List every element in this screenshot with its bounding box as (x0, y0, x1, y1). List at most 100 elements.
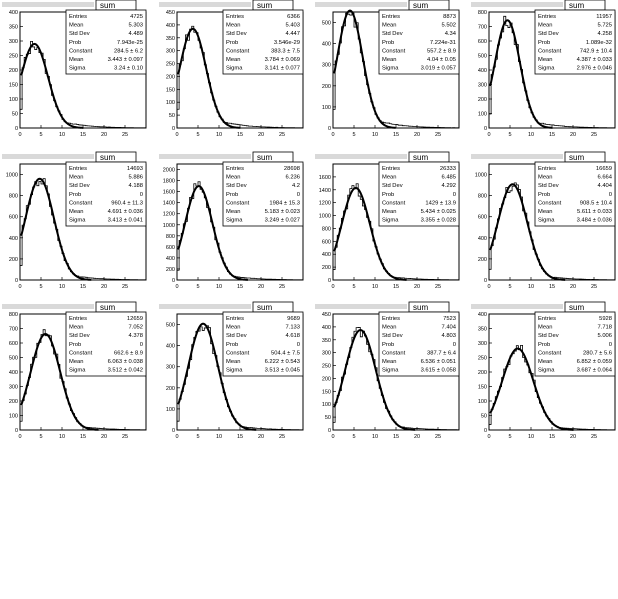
x-tick-label: 10 (216, 132, 222, 138)
x-tick-label: 20 (258, 434, 264, 440)
stat-value-constant: 504.4 ± 7.5 (271, 350, 300, 356)
x-tick-label: 0 (331, 284, 334, 290)
y-tick-label: 400 (166, 256, 175, 262)
x-tick-label: 25 (591, 434, 597, 440)
y-tick-label: 300 (166, 365, 175, 371)
stat-label-entries: Entries (226, 14, 244, 20)
stat-value-constant: 1429 ± 13.9 (425, 200, 456, 206)
stat-value-prob: 0 (297, 192, 300, 198)
stat-value-fit-mean: 6.063 ± 0.038 (108, 359, 143, 365)
gaussian-fit-curve (333, 9, 396, 129)
title-strip (2, 154, 94, 159)
hist-name: sum (413, 153, 428, 162)
y-tick-label: 150 (9, 83, 18, 89)
stat-value-mean: 7.052 (128, 325, 143, 331)
stat-label-sigma: Sigma (382, 218, 399, 224)
stat-label-fit-mean: Mean (538, 209, 553, 215)
stat-label-fit-mean: Mean (69, 209, 84, 215)
histogram-panel: sum 0 100 200 300 400 500 600 700 800 0 5 10 15 20 25 En… (471, 0, 616, 138)
gaussian-fit-curve (177, 322, 257, 431)
stat-value-constant: 742.9 ± 10.4 (580, 48, 613, 54)
y-tick-label: 100 (478, 112, 487, 118)
stat-value-sigma: 2.976 ± 0.046 (577, 66, 612, 72)
stat-label-fit-mean: Mean (382, 359, 397, 365)
stat-label-std-dev: Std Dev (69, 333, 90, 339)
stat-value-prob: 0 (453, 342, 456, 348)
stat-label-std-dev: Std Dev (226, 183, 247, 189)
y-tick-label: 0 (328, 428, 331, 434)
stat-value-entries: 16659 (596, 166, 612, 172)
stat-value-sigma: 3.484 ± 0.036 (577, 218, 612, 224)
x-tick-label: 25 (279, 132, 285, 138)
stats-box (222, 311, 304, 377)
stat-label-constant: Constant (538, 200, 562, 206)
y-tick-label: 0 (15, 126, 18, 132)
stat-value-fit-mean: 6.536 ± 0.051 (421, 359, 456, 365)
histogram-panel: sum 0 100 200 300 400 500 0 5 10 15 20 25 Entries 8873… (315, 0, 460, 138)
stat-label-sigma: Sigma (69, 368, 86, 374)
y-tick-label: 0 (172, 278, 175, 284)
y-tick-label: 0 (484, 278, 487, 284)
stat-label-constant: Constant (226, 200, 250, 206)
stat-label-std-dev: Std Dev (538, 31, 559, 37)
stat-label-std-dev: Std Dev (538, 183, 559, 189)
x-tick-label: 15 (237, 132, 243, 138)
stat-value-prob: 3.546e-29 (274, 40, 300, 46)
x-tick-label: 0 (331, 132, 334, 138)
x-tick-label: 0 (487, 132, 490, 138)
stat-value-sigma: 3.513 ± 0.045 (265, 368, 300, 374)
y-tick-label: 300 (9, 385, 18, 391)
y-tick-label: 300 (478, 341, 487, 347)
y-tick-label: 200 (9, 257, 18, 263)
y-tick-label: 800 (9, 194, 18, 200)
gaussian-fit-curve (20, 42, 84, 129)
x-tick-label: 5 (352, 284, 355, 290)
hist-name: sum (569, 303, 584, 312)
x-tick-label: 20 (414, 284, 420, 290)
y-tick-label: 0 (15, 278, 18, 284)
x-tick-label: 10 (372, 132, 378, 138)
stat-label-fit-mean: Mean (382, 57, 397, 63)
stat-value-std-dev: 4.803 (441, 333, 456, 339)
x-tick-label: 10 (216, 284, 222, 290)
stat-value-constant: 284.5 ± 6.2 (114, 48, 143, 54)
y-tick-label: 600 (9, 215, 18, 221)
x-tick-label: 25 (435, 132, 441, 138)
y-tick-label: 300 (166, 49, 175, 55)
title-strip (471, 304, 563, 309)
stat-label-sigma: Sigma (538, 66, 555, 72)
y-tick-label: 250 (478, 356, 487, 362)
x-tick-label: 10 (59, 284, 65, 290)
stat-value-sigma: 3.512 ± 0.042 (108, 368, 143, 374)
stat-label-entries: Entries (382, 166, 400, 172)
y-tick-label: 0 (484, 126, 487, 132)
x-tick-label: 25 (122, 132, 128, 138)
stat-label-std-dev: Std Dev (69, 183, 90, 189)
x-tick-label: 0 (487, 434, 490, 440)
stats-box (65, 9, 147, 75)
stat-label-prob: Prob (226, 342, 238, 348)
hist-name: sum (413, 1, 428, 10)
stat-label-fit-mean: Mean (226, 209, 241, 215)
x-tick-label: 20 (101, 132, 107, 138)
y-tick-label: 200 (322, 84, 331, 90)
x-tick-label: 0 (487, 284, 490, 290)
x-tick-label: 0 (331, 434, 334, 440)
title-strip (2, 304, 94, 309)
title-strip (159, 2, 251, 7)
x-tick-label: 10 (216, 434, 222, 440)
stat-label-constant: Constant (382, 350, 406, 356)
x-tick-label: 5 (508, 284, 511, 290)
y-tick-label: 0 (172, 428, 175, 434)
stats-box (65, 161, 147, 227)
x-tick-label: 15 (237, 434, 243, 440)
stat-label-mean: Mean (538, 175, 553, 181)
stat-label-prob: Prob (226, 192, 238, 198)
stat-value-std-dev: 4.258 (597, 31, 612, 37)
stat-label-sigma: Sigma (538, 218, 555, 224)
y-tick-label: 450 (166, 10, 175, 16)
hist-name: sum (569, 1, 584, 10)
x-tick-label: 10 (59, 132, 65, 138)
y-tick-label: 50 (169, 113, 175, 119)
